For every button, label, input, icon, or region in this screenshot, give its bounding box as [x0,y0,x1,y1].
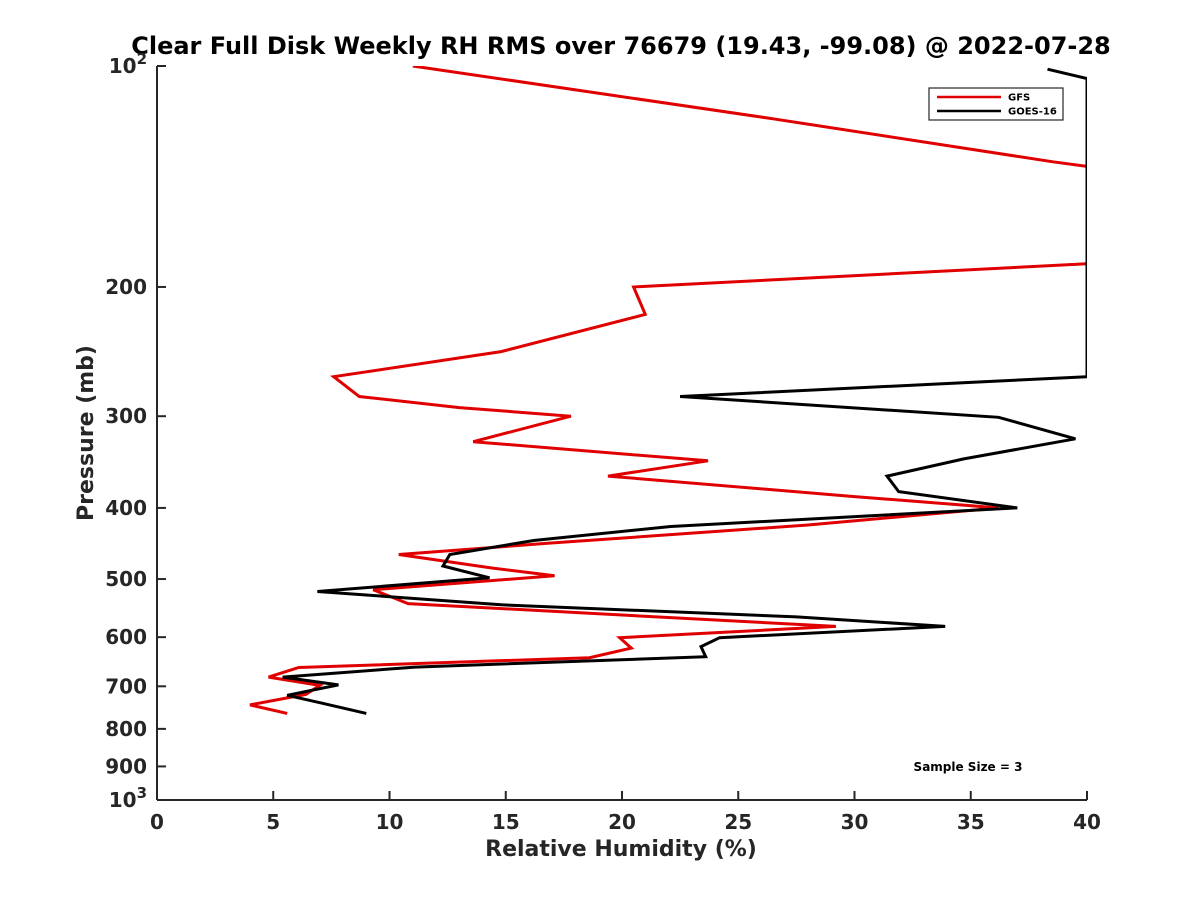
legend: GFS GOES-16 [928,87,1064,121]
chart-title: Clear Full Disk Weekly RH RMS over 76679… [131,32,1111,60]
y-tick-label: 200 [105,275,147,299]
x-tick-label: 35 [957,810,985,834]
x-tick-label: 0 [150,810,164,834]
x-axis-ticks: 0 5 10 15 20 25 30 35 40 [150,791,1101,834]
y-tick-label: 800 [105,717,147,741]
y-tick-label: 900 [105,754,147,778]
y-tick-label: 300 [105,404,147,428]
legend-label: GOES-16 [1008,107,1057,118]
y-tick-label: 600 [105,625,147,649]
y-axis-ticks: 102 200 300 400 500 600 700 800 900 103 [105,50,166,812]
x-tick-label: 20 [608,810,636,834]
y-tick-label: 700 [105,674,147,698]
legend-label: GFS [1008,93,1030,104]
series-line-goes-16 [282,67,1087,715]
series-line-gfs [249,66,1087,715]
sample-size-annotation: Sample Size = 3 [914,760,1023,774]
y-tick-label: 102 [109,50,147,78]
axes [156,66,1087,801]
x-tick-label: 15 [492,810,520,834]
x-tick-label: 10 [376,810,404,834]
x-tick-label: 25 [724,810,752,834]
y-tick-label: 103 [109,784,147,812]
x-axis-label: Relative Humidity (%) [485,837,757,862]
x-tick-label: 5 [266,810,280,834]
x-tick-label: 40 [1073,810,1101,834]
plot-lines [249,66,1087,715]
y-axis-label: Pressure (mb) [74,345,99,521]
x-tick-label: 30 [841,810,869,834]
legend-box [928,87,1064,121]
y-tick-label: 500 [105,567,147,591]
y-tick-label: 400 [105,496,147,520]
